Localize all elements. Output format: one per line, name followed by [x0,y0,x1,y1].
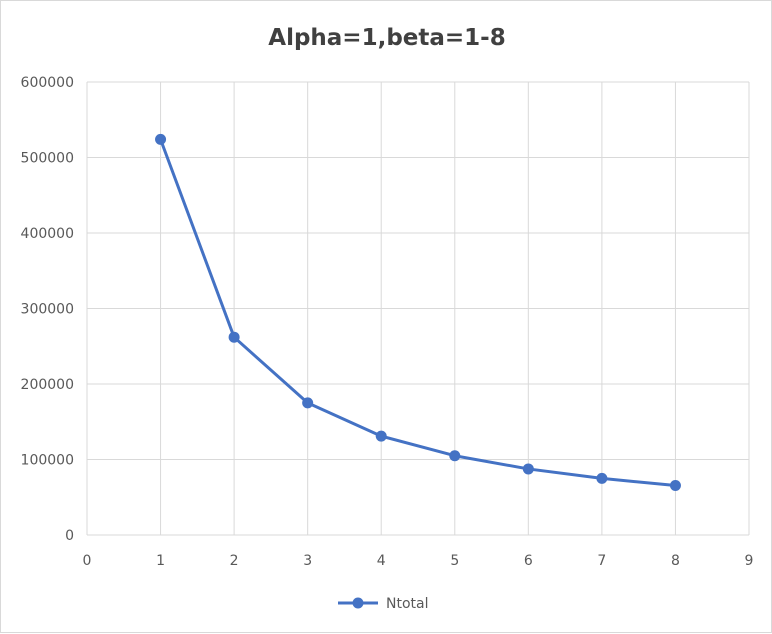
legend-label: Ntotal [386,596,429,612]
y-tick-label: 300000 [21,302,74,318]
y-tick-label: 500000 [21,151,74,167]
data-point [669,480,681,492]
y-tick-label: 100000 [21,453,74,469]
gridlines [86,81,750,536]
x-tick-label: 9 [745,553,754,569]
x-tick-label: 6 [524,553,533,569]
y-tick-label: 600000 [21,75,74,91]
series-ntotal [155,133,681,492]
x-tick-label: 3 [303,553,312,569]
data-point [375,430,387,442]
y-tick-label: 0 [65,528,74,544]
legend: Ntotal [338,596,429,612]
x-tick-label: 5 [450,553,459,569]
legend-marker-swatch [352,597,364,609]
x-tick-label: 8 [671,553,680,569]
x-tick-label: 7 [597,553,606,569]
data-point [302,397,314,409]
axes: 0 100000 200000 300000 400000 500000 600000 0 1 2… [21,75,754,569]
x-tick-label: 4 [377,553,386,569]
x-tick-label: 0 [83,553,92,569]
y-tick-label: 200000 [21,377,74,393]
data-point [155,133,167,145]
y-tick-label: 400000 [21,226,74,242]
series-line [159,138,676,488]
data-point [449,450,461,462]
x-tick-label: 1 [156,553,165,569]
data-point [522,463,534,475]
data-point [596,472,608,484]
chart-title: Alpha=1,beta=1-8 [268,25,505,51]
x-tick-label: 2 [230,553,239,569]
data-point [228,331,240,343]
